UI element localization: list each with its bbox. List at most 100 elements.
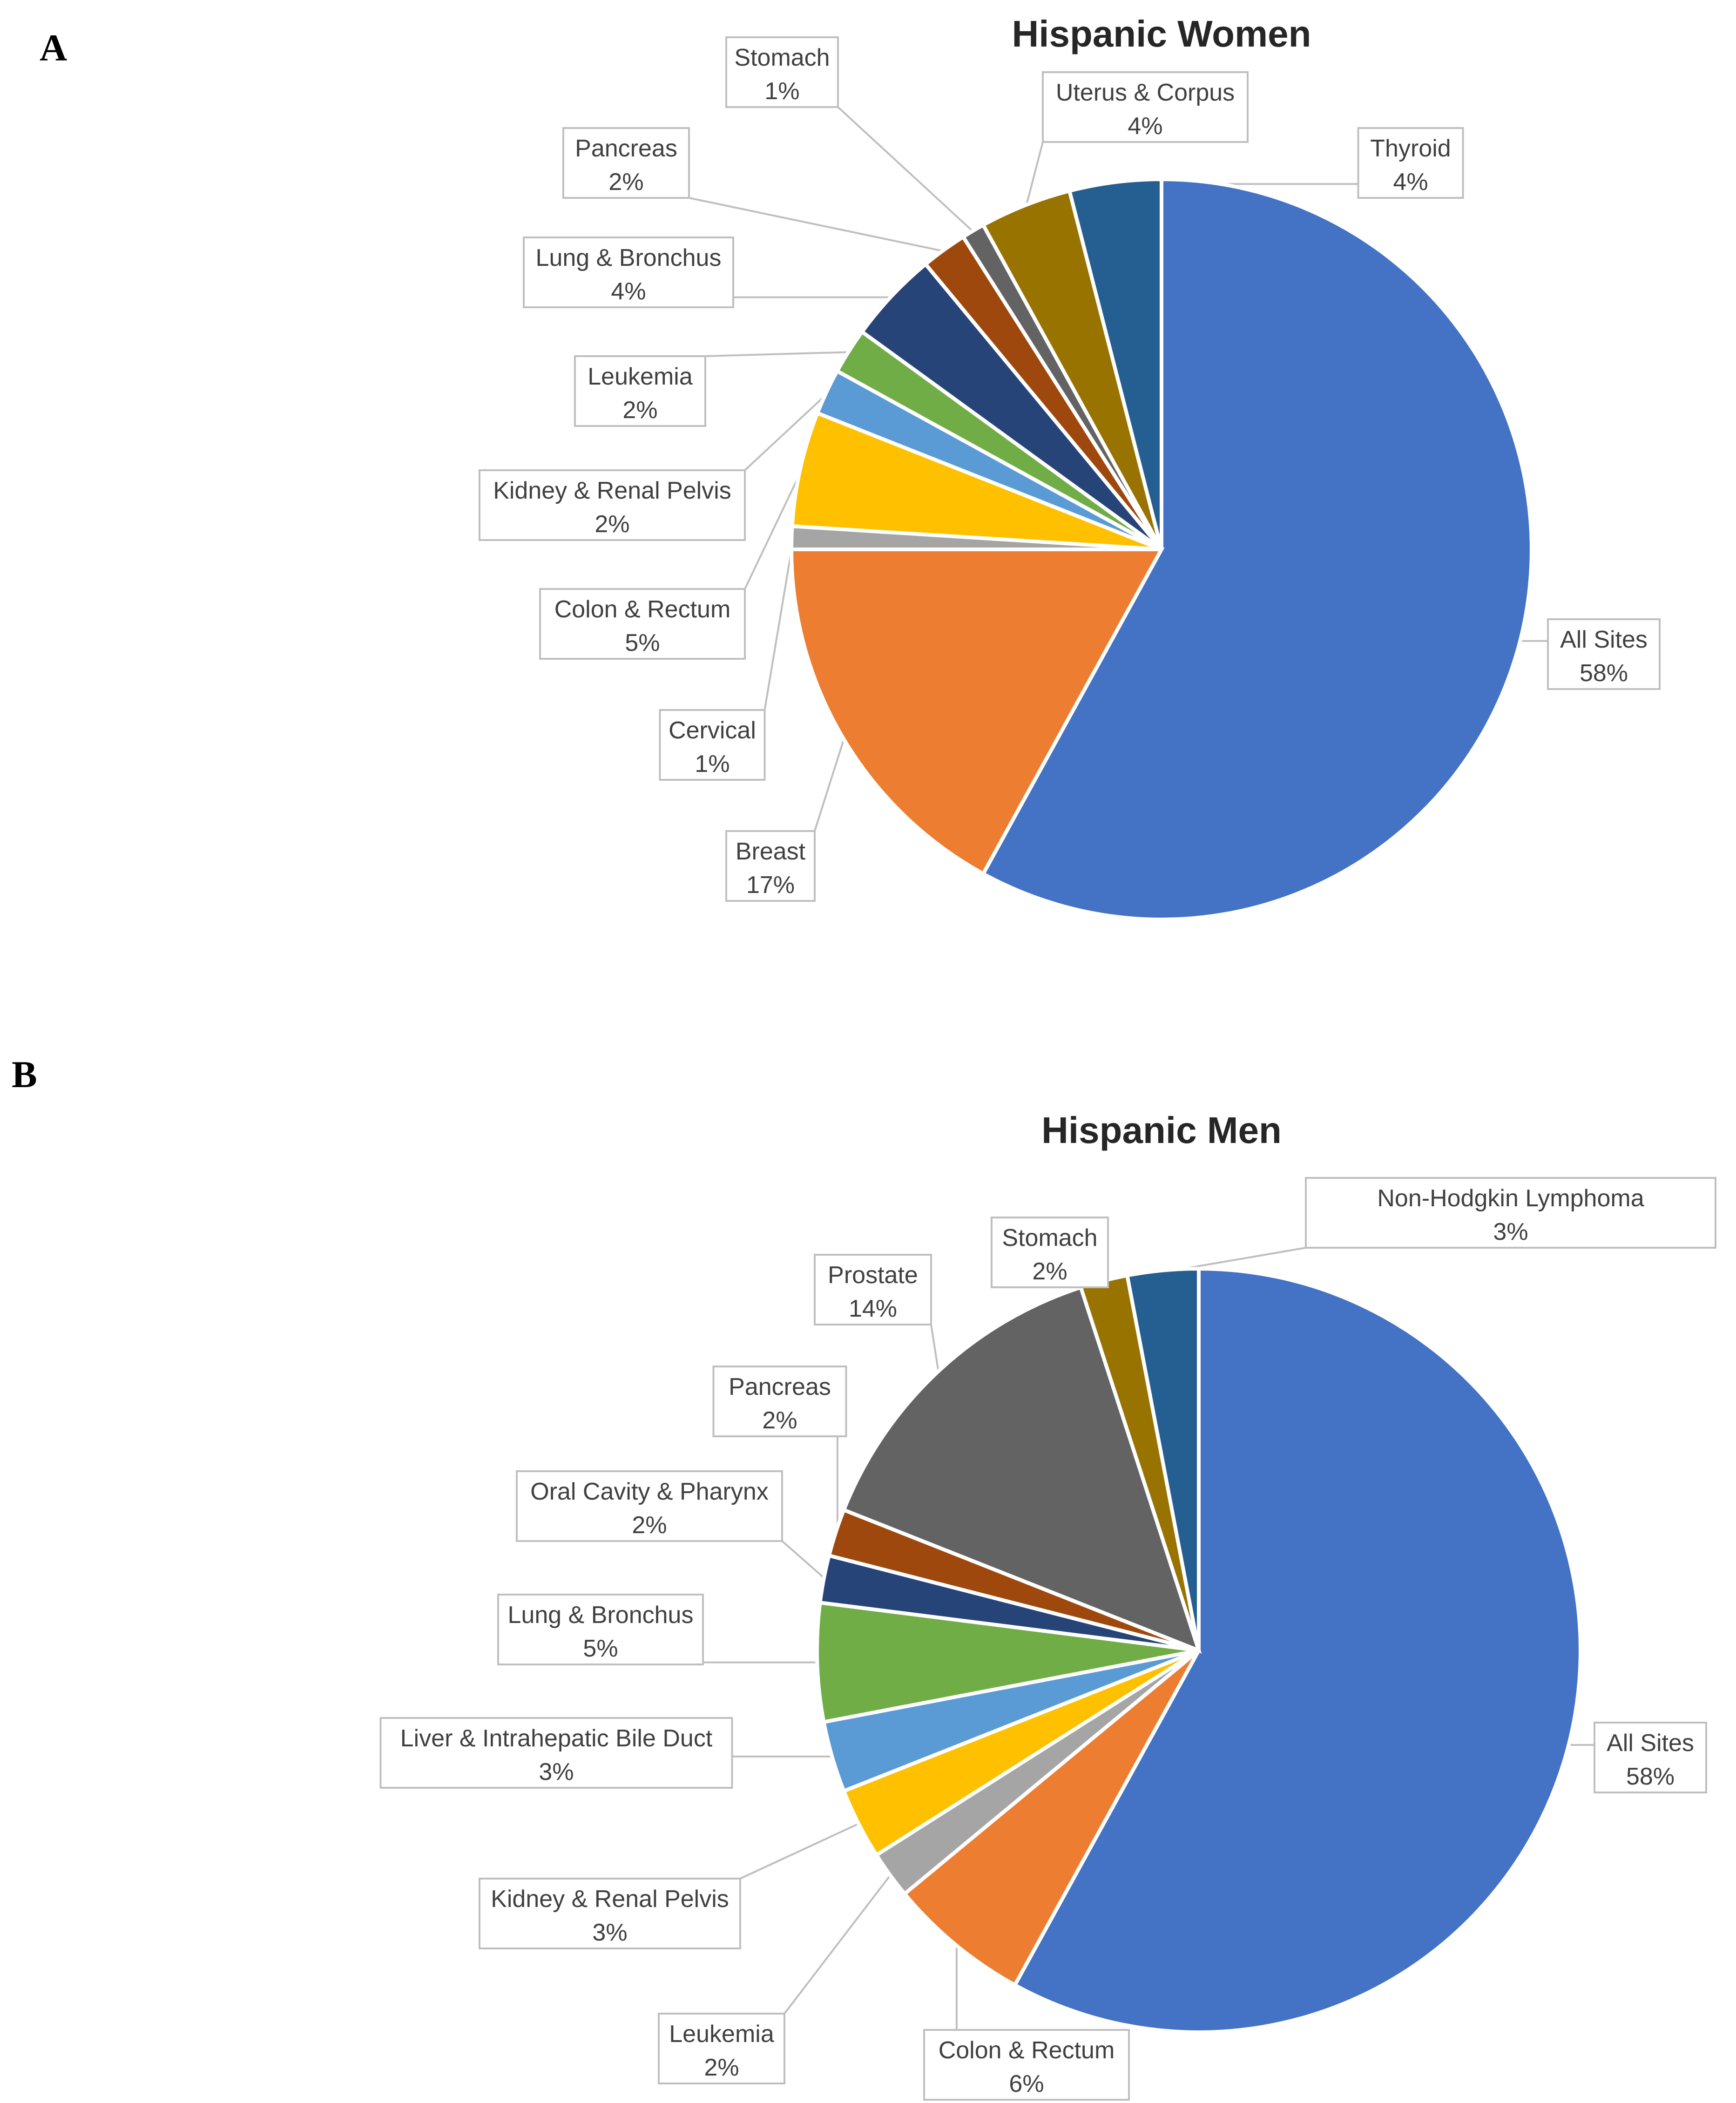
data-label-category: Pancreas bbox=[575, 135, 677, 162]
data-label-box bbox=[814, 1254, 932, 1325]
data-label-cervical: Cervical 1% bbox=[659, 709, 766, 781]
data-label-box bbox=[923, 2029, 1130, 2101]
data-label-category: Uterus & Corpus bbox=[1056, 79, 1235, 106]
data-label-category: Prostate bbox=[828, 1262, 918, 1289]
data-label-percent: 5% bbox=[625, 629, 660, 656]
pie-chart-hispanic-men: Hispanic Men All Sites 58% Colon & Rectum 6%… bbox=[379, 1109, 1716, 2101]
data-label-box bbox=[1357, 127, 1464, 199]
data-label-box bbox=[574, 355, 706, 427]
data-label-box bbox=[725, 36, 839, 108]
data-label-percent: 2% bbox=[762, 1407, 797, 1434]
pie-slice-all-sites bbox=[980, 177, 1533, 921]
data-label-percent: 3% bbox=[592, 1919, 627, 1946]
data-label-breast: Breast 17% bbox=[725, 830, 816, 902]
data-label-colon-and-rectum: Colon & Rectum 6% bbox=[923, 2029, 1130, 2101]
data-label-box bbox=[991, 1217, 1109, 1288]
pie-slice-thyroid bbox=[1067, 177, 1163, 550]
data-label-category: Colon & Rectum bbox=[554, 596, 731, 623]
slices bbox=[815, 1266, 1582, 2034]
panel-a-letter: A bbox=[40, 27, 67, 69]
data-label-percent: 3% bbox=[539, 1758, 574, 1785]
pie-slice-colon-and-rectum bbox=[790, 411, 1162, 551]
data-label-box bbox=[516, 1470, 783, 1542]
data-label-lung-and-bronchus: Lung & Bronchus 5% bbox=[497, 1594, 704, 1665]
data-label-category: Oral Cavity & Pharynx bbox=[530, 1478, 769, 1505]
data-label-percent: 1% bbox=[764, 78, 799, 105]
pie-slice-colon-and-rectum bbox=[902, 1649, 1201, 1988]
data-label-category: Leukemia bbox=[588, 363, 693, 390]
data-label-category: Stomach bbox=[1002, 1224, 1097, 1251]
data-label-box bbox=[1594, 1722, 1707, 1793]
data-label-percent: 2% bbox=[632, 1512, 667, 1539]
chart-title: Hispanic Women bbox=[1012, 13, 1311, 54]
data-labels: All Sites 58% Breast 17% Cervical 1% Colon & R… bbox=[479, 36, 1661, 902]
panel-b-letter: B bbox=[12, 1053, 37, 1095]
data-label-box bbox=[379, 1717, 733, 1789]
data-label-box bbox=[1547, 618, 1661, 690]
data-label-percent: 1% bbox=[695, 751, 730, 778]
data-label-box bbox=[479, 1878, 741, 1949]
data-label-box bbox=[523, 237, 734, 308]
data-label-percent: 2% bbox=[608, 169, 643, 196]
pie-slice-all-sites bbox=[1012, 1266, 1582, 2034]
leader-line-oral-cavity-and-pharynx bbox=[781, 1540, 826, 1580]
data-label-category: Stomach bbox=[734, 44, 830, 71]
data-label-percent: 6% bbox=[1009, 2070, 1044, 2097]
data-label-thyroid: Thyroid 4% bbox=[1357, 127, 1464, 199]
data-label-category: Pancreas bbox=[729, 1373, 831, 1400]
data-label-category: Lung & Bronchus bbox=[508, 1602, 694, 1629]
data-label-box bbox=[562, 127, 690, 199]
data-label-all-sites: All Sites 58% bbox=[1547, 618, 1661, 690]
data-label-percent: 3% bbox=[1493, 1218, 1528, 1245]
data-label-category: Colon & Rectum bbox=[939, 2037, 1115, 2064]
data-label-category: Breast bbox=[736, 838, 806, 865]
leader-line-kidney-and-renal-pelvis bbox=[740, 1822, 861, 1880]
leader-line-leukemia bbox=[705, 351, 851, 357]
data-label-kidney-and-renal-pelvis: Kidney & Renal Pelvis 2% bbox=[479, 469, 746, 541]
data-label-percent: 17% bbox=[746, 872, 795, 899]
data-label-percent: 2% bbox=[594, 511, 629, 538]
data-label-category: Kidney & Renal Pelvis bbox=[491, 1886, 729, 1913]
data-label-percent: 4% bbox=[1128, 113, 1162, 140]
data-label-category: Cervical bbox=[669, 717, 756, 744]
data-label-category: All Sites bbox=[1607, 1730, 1694, 1757]
data-label-percent: 2% bbox=[622, 397, 657, 424]
data-label-category: Kidney & Renal Pelvis bbox=[493, 477, 731, 504]
data-label-liver-and-intrahepatic-bile-duct: Liver & Intrahepatic Bile Duct 3% bbox=[379, 1717, 733, 1789]
data-labels: All Sites 58% Colon & Rectum 6% Leukemia 2% Ki… bbox=[379, 1177, 1716, 2101]
data-label-stomach: Stomach 2% bbox=[991, 1217, 1109, 1288]
data-label-prostate: Prostate 14% bbox=[814, 1254, 932, 1325]
data-label-box bbox=[725, 830, 816, 902]
pie-chart-hispanic-women: Hispanic Women All Sites 58% Breast 17% Cervi… bbox=[479, 13, 1661, 921]
data-label-percent: 58% bbox=[1626, 1763, 1675, 1790]
data-label-leukemia: Leukemia 2% bbox=[658, 2013, 785, 2084]
chart-title: Hispanic Men bbox=[1041, 1109, 1282, 1151]
data-label-category: All Sites bbox=[1560, 626, 1648, 653]
leader-line-leukemia bbox=[784, 1873, 892, 2015]
data-label-percent: 2% bbox=[1032, 1258, 1067, 1285]
data-label-oral-cavity-and-pharynx: Oral Cavity & Pharynx 2% bbox=[516, 1470, 783, 1542]
leader-line-pancreas bbox=[689, 197, 946, 253]
leader-line-breast bbox=[814, 737, 846, 832]
data-label-percent: 4% bbox=[611, 278, 646, 305]
data-label-kidney-and-renal-pelvis: Kidney & Renal Pelvis 3% bbox=[479, 1878, 741, 1949]
leader-line-colon-and-rectum bbox=[744, 468, 803, 589]
pie-slice-non-hodgkin-lymphoma bbox=[1125, 1266, 1201, 1651]
data-label-colon-and-rectum: Colon & Rectum 5% bbox=[539, 588, 746, 660]
data-label-category: Non-Hodgkin Lymphoma bbox=[1377, 1185, 1644, 1212]
data-label-box bbox=[659, 709, 766, 781]
leader-line-cervical bbox=[763, 537, 795, 710]
data-label-all-sites: All Sites 58% bbox=[1594, 1722, 1707, 1793]
leader-line-kidney-and-renal-pelvis bbox=[744, 392, 829, 471]
data-label-category: Liver & Intrahepatic Bile Duct bbox=[400, 1725, 713, 1752]
data-label-box bbox=[479, 469, 746, 541]
data-label-leukemia: Leukemia 2% bbox=[574, 355, 706, 427]
data-label-box bbox=[712, 1366, 847, 1437]
pie-slice-breast bbox=[789, 548, 1165, 877]
pie-slice-lung-and-bronchus bbox=[815, 1600, 1199, 1724]
data-label-stomach: Stomach 1% bbox=[725, 36, 839, 108]
leader-line-stomach bbox=[837, 106, 975, 233]
data-label-uterus-and-corpus: Uterus & Corpus 4% bbox=[1042, 71, 1249, 143]
data-label-category: Lung & Bronchus bbox=[536, 244, 722, 271]
leader-line-uterus-and-corpus bbox=[1025, 142, 1044, 208]
